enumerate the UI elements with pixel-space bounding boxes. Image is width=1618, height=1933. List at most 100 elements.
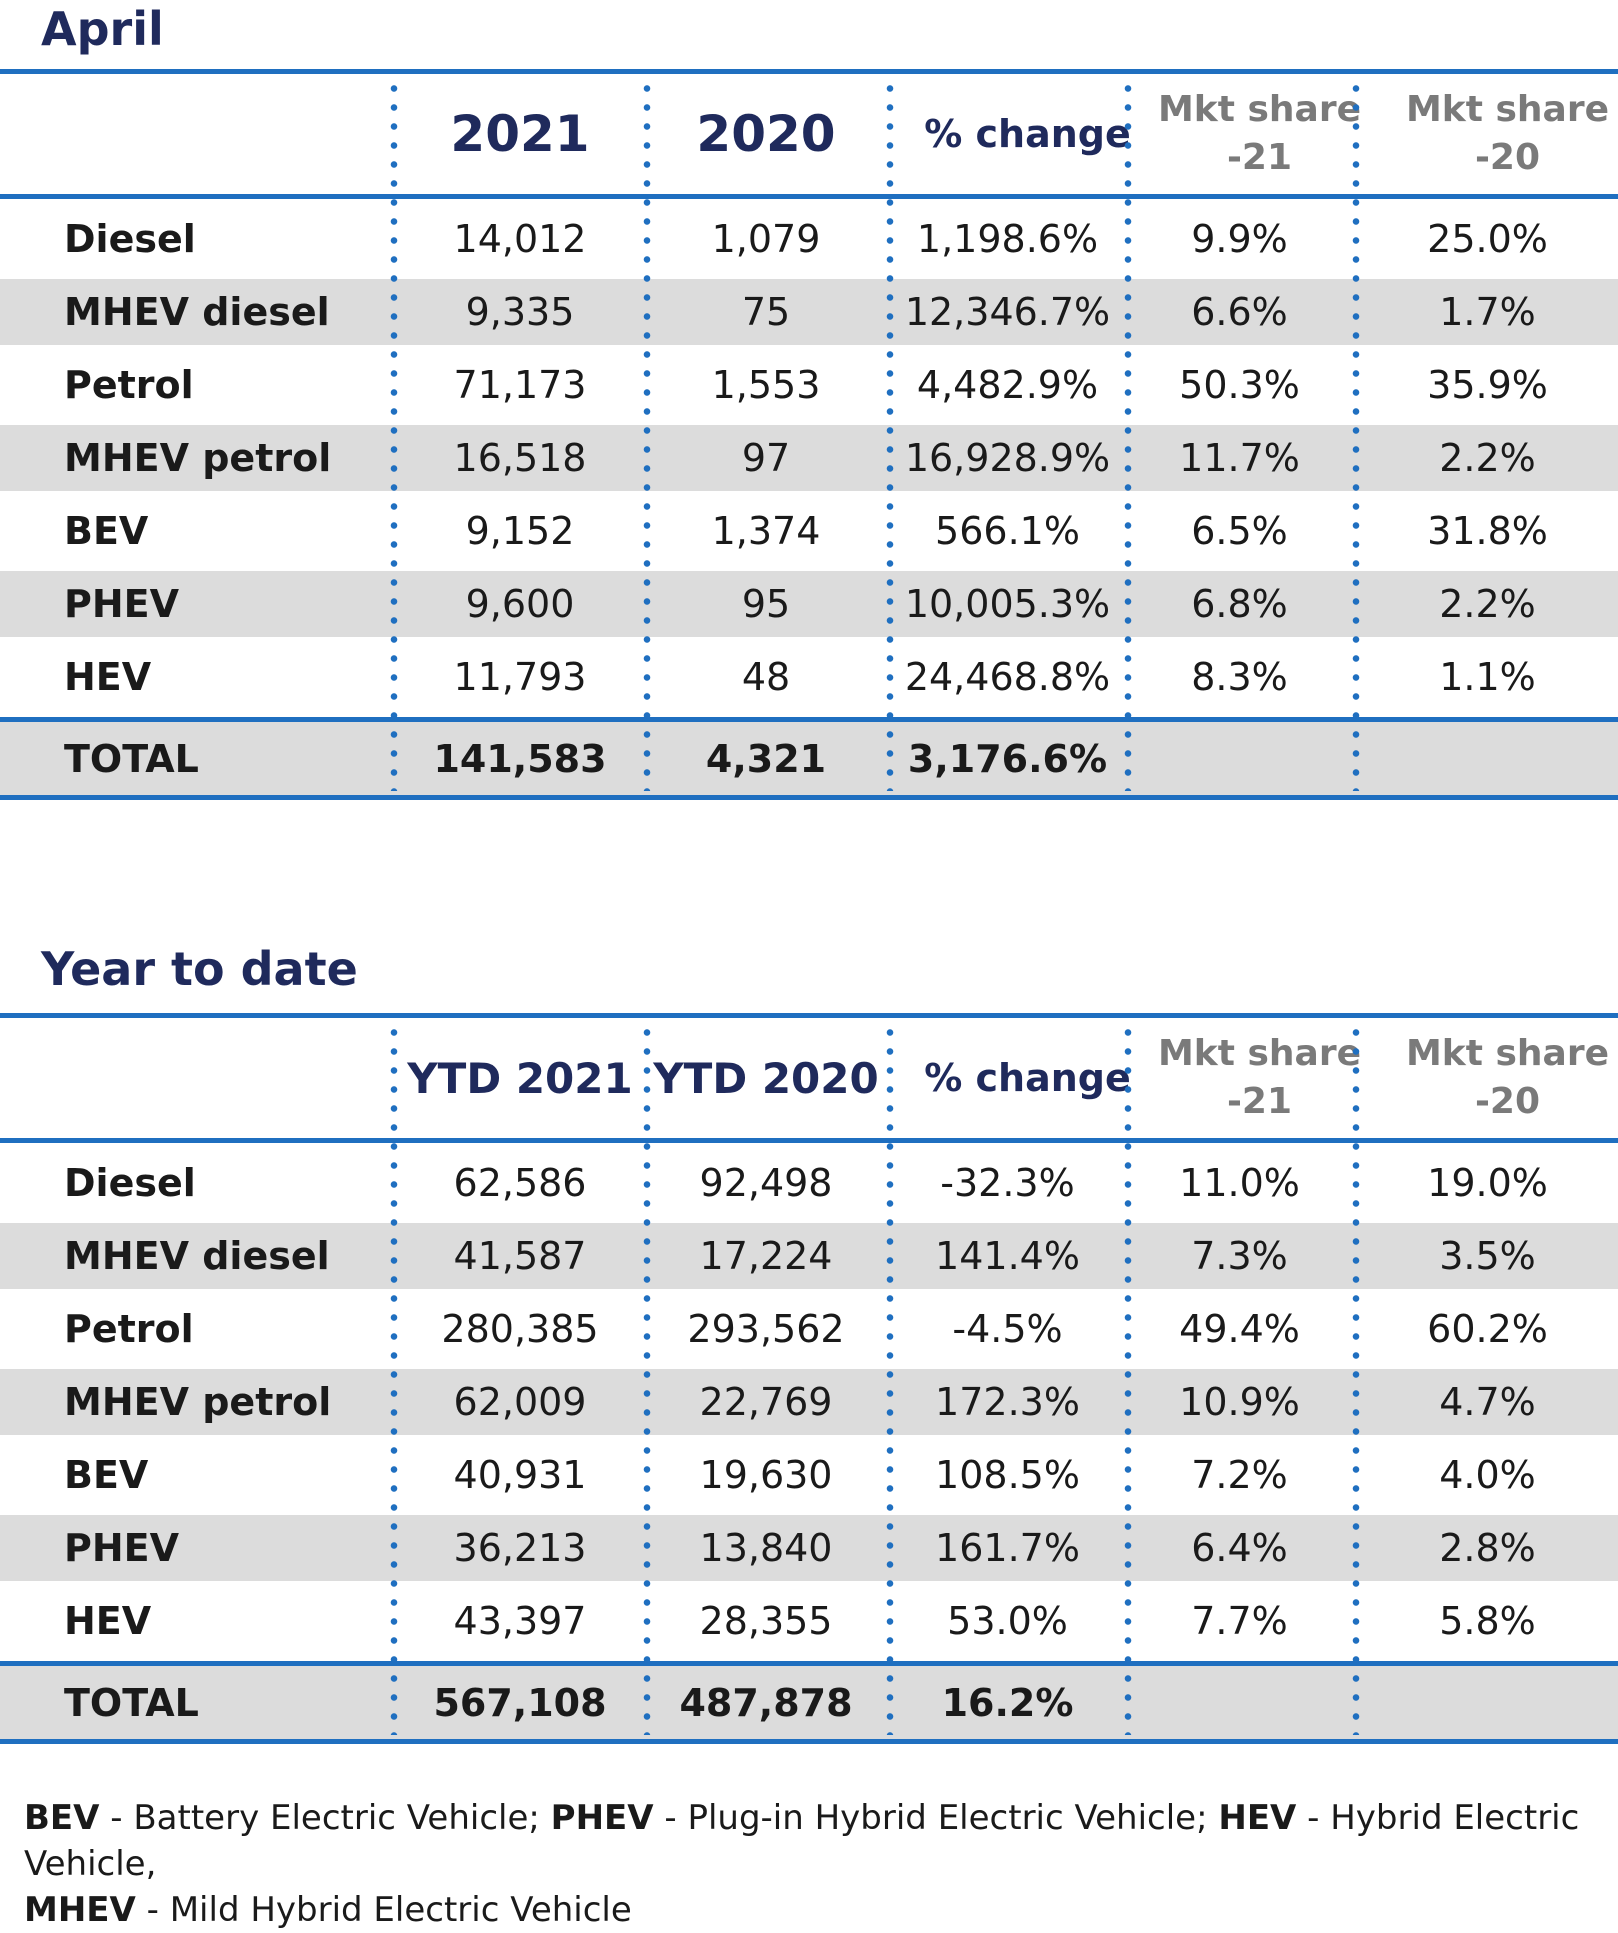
table-header-row: 2021 2020 % change Mkt share -21 Mkt share -…: [0, 74, 1618, 194]
table-top-rule: [0, 69, 1618, 74]
total-cell: 4,321: [705, 736, 827, 781]
table-cell: 8.3%: [1191, 655, 1288, 699]
table-cell: 1.7%: [1439, 290, 1536, 334]
footnote-hev-text: - Hybrid Electric Vehicle,: [24, 1798, 1580, 1884]
ytd-table: YTD 2021 YTD 2020 % change Mkt share -21 Mkt…: [0, 1013, 1618, 1758]
col-year-b-header: 2020: [696, 105, 836, 163]
total-cell: 487,878: [679, 1680, 853, 1725]
table-cell: 13,840: [699, 1526, 833, 1570]
row-label: Diesel: [64, 1161, 196, 1205]
table-row: HEV 11,793 48 24,468.8% 8.3% 1.1%: [0, 637, 1618, 717]
table-row: Diesel 62,586 92,498 -32.3% 11.0% 19.0%: [0, 1143, 1618, 1223]
column-divider: [886, 79, 894, 791]
total-row: TOTAL 567,108 487,878 16.2%: [0, 1666, 1618, 1739]
table-cell: 35.9%: [1427, 363, 1548, 407]
table-cell: 4.0%: [1439, 1453, 1536, 1497]
table-cell: 6.4%: [1191, 1526, 1288, 1570]
table-cell: 2.2%: [1439, 582, 1536, 626]
col-year-a-header: YTD 2021: [407, 1053, 633, 1103]
total-cell: 567,108: [433, 1680, 607, 1725]
total-cell: 16.2%: [941, 1680, 1074, 1725]
table-cell: 48: [741, 655, 791, 699]
table-cell: 1,553: [711, 363, 821, 407]
table-cell: 7.3%: [1191, 1234, 1288, 1278]
table-cell: 10.9%: [1179, 1380, 1300, 1424]
total-cell: [1357, 1666, 1618, 1739]
total-label: TOTAL: [64, 1680, 199, 1725]
table-cell: 141.4%: [935, 1234, 1080, 1278]
table-cell: 16,928.9%: [904, 436, 1111, 480]
table-cell: 24,468.8%: [904, 655, 1111, 699]
table-cell: 9.9%: [1191, 217, 1288, 261]
table-cell: 10,005.3%: [904, 582, 1111, 626]
total-row: TOTAL 141,583 4,321 3,176.6%: [0, 722, 1618, 795]
table-cell: 14,012: [453, 217, 587, 261]
table-cell: 4,482.9%: [916, 363, 1099, 407]
table-cell: 161.7%: [935, 1526, 1080, 1570]
abbreviation-footnote: BEV - Battery Electric Vehicle; PHEV - P…: [24, 1795, 1604, 1933]
total-top-rule: [0, 717, 1618, 722]
table-cell: 108.5%: [935, 1453, 1080, 1497]
table-row: HEV 43,397 28,355 53.0% 7.7% 5.8%: [0, 1581, 1618, 1661]
table-cell: 1,374: [711, 509, 821, 553]
row-label: Petrol: [64, 1307, 194, 1351]
total-top-rule: [0, 1661, 1618, 1666]
table-cell: 28,355: [699, 1599, 833, 1643]
table-cell: 60.2%: [1427, 1307, 1548, 1351]
table-cell: 280,385: [441, 1307, 599, 1351]
table-cell: 36,213: [453, 1526, 587, 1570]
table-cell: 31.8%: [1427, 509, 1548, 553]
table-cell: 566.1%: [935, 509, 1080, 553]
table-cell: 3.5%: [1439, 1234, 1536, 1278]
footnote-mhev-text: - Mild Hybrid Electric Vehicle: [135, 1890, 632, 1930]
table-row: PHEV 9,600 95 10,005.3% 6.8% 2.2%: [0, 571, 1618, 637]
table-row: Diesel 14,012 1,079 1,198.6% 9.9% 25.0%: [0, 199, 1618, 279]
footnote-bev-text: - Battery Electric Vehicle;: [99, 1798, 551, 1838]
total-cell: [1357, 722, 1618, 795]
table-cell: -4.5%: [952, 1307, 1063, 1351]
total-cell: 141,583: [433, 736, 607, 781]
table-cell: 71,173: [453, 363, 587, 407]
column-divider: [390, 1023, 398, 1735]
row-label: BEV: [64, 1453, 149, 1497]
header-bottom-rule: [0, 1138, 1618, 1143]
col-year-b-header: YTD 2020: [653, 1053, 879, 1103]
total-cell: 3,176.6%: [907, 736, 1108, 781]
table-cell: 1,198.6%: [916, 217, 1099, 261]
table-row: Petrol 71,173 1,553 4,482.9% 50.3% 35.9%: [0, 345, 1618, 425]
column-divider: [1352, 1023, 1360, 1735]
table-cell: 43,397: [453, 1599, 587, 1643]
footnote-phev-text: - Plug-in Hybrid Electric Vehicle;: [653, 1798, 1219, 1838]
table-cell: 6.5%: [1191, 509, 1288, 553]
footnote-mhev-abbr: MHEV: [24, 1890, 136, 1930]
table-cell: 6.6%: [1191, 290, 1288, 334]
column-divider: [886, 1023, 894, 1735]
table-cell: 62,586: [453, 1161, 587, 1205]
table-cell: 4.7%: [1439, 1380, 1536, 1424]
row-label: Diesel: [64, 217, 196, 261]
row-label: MHEV petrol: [64, 436, 332, 480]
table-row: PHEV 36,213 13,840 161.7% 6.4% 2.8%: [0, 1515, 1618, 1581]
table-cell: 49.4%: [1179, 1307, 1300, 1351]
footnote-phev-abbr: PHEV: [550, 1798, 654, 1838]
table-cell: 50.3%: [1179, 363, 1300, 407]
table-cell: 2.8%: [1439, 1526, 1536, 1570]
table-cell: 41,587: [453, 1234, 587, 1278]
table-cell: 95: [741, 582, 791, 626]
table-cell: 92,498: [699, 1161, 833, 1205]
total-cell: [1127, 722, 1352, 795]
table-cell: 40,931: [453, 1453, 587, 1497]
table-cell: 19.0%: [1427, 1161, 1548, 1205]
row-label: BEV: [64, 509, 149, 553]
table-cell: 22,769: [699, 1380, 833, 1424]
table-cell: 1,079: [711, 217, 821, 261]
footnote-bev-abbr: BEV: [24, 1798, 100, 1838]
table-cell: 62,009: [453, 1380, 587, 1424]
col-mkt-share-21-header: Mkt share -21: [1157, 89, 1362, 178]
col-year-a-header: 2021: [450, 105, 590, 163]
april-section-title: April: [41, 2, 164, 56]
col-pct-change-header: % change: [924, 112, 1131, 156]
col-pct-change-header: % change: [924, 1056, 1131, 1100]
april-table: 2021 2020 % change Mkt share -21 Mkt share -…: [0, 69, 1618, 814]
row-label: MHEV diesel: [64, 1234, 330, 1278]
